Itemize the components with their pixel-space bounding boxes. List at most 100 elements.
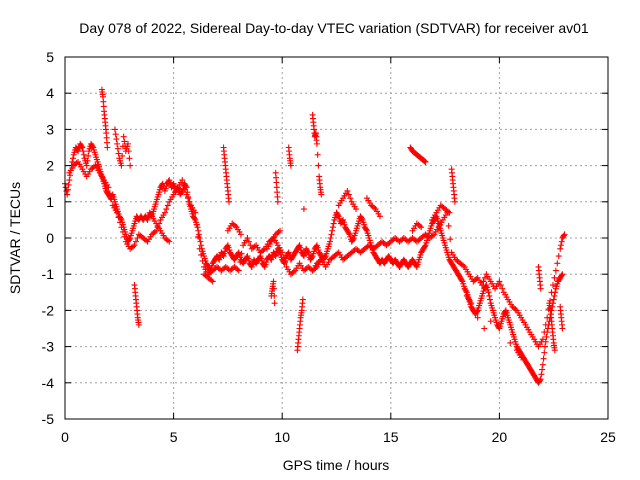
- data-point-plus: [163, 206, 170, 213]
- data-point-plus: [232, 222, 239, 229]
- y-tick-label: 5: [46, 49, 54, 65]
- data-point-plus: [485, 289, 492, 296]
- data-point-plus: [353, 206, 360, 213]
- data-point-plus: [151, 228, 158, 235]
- data-point-plus: [84, 157, 91, 164]
- data-point-plus: [180, 181, 187, 188]
- data-point-plus: [495, 324, 502, 331]
- x-tick-label: 25: [600, 429, 616, 445]
- data-point-plus: [135, 321, 142, 328]
- y-tick-label: -2: [42, 302, 55, 318]
- y-tick-label: -3: [42, 339, 55, 355]
- data-point-plus: [83, 162, 90, 169]
- y-tick-label: -4: [42, 375, 55, 391]
- data-point-plus: [330, 220, 337, 227]
- data-point-plus: [421, 157, 428, 164]
- data-point-plus: [74, 146, 81, 153]
- data-point-plus: [418, 224, 425, 231]
- data-point-plus: [215, 255, 222, 262]
- data-point-plus: [271, 251, 278, 258]
- data-point-plus: [124, 140, 131, 147]
- data-point-plus: [539, 336, 546, 343]
- data-point-plus: [328, 231, 335, 238]
- data-point-plus: [234, 266, 241, 273]
- data-point-plus: [80, 148, 87, 155]
- data-point-plus: [143, 215, 150, 222]
- data-point-plus: [447, 236, 454, 243]
- data-point-plus: [549, 282, 556, 289]
- data-point-plus: [126, 236, 133, 243]
- data-point-plus: [161, 209, 168, 216]
- data-point-plus: [143, 237, 150, 244]
- data-point-plus: [376, 213, 383, 220]
- data-point-plus: [371, 204, 378, 211]
- data-point-plus: [244, 235, 251, 241]
- data-point-plus: [63, 187, 70, 194]
- data-point-plus: [279, 249, 286, 256]
- data-point-plus: [271, 292, 278, 299]
- data-point-plus: [280, 254, 287, 261]
- data-point-plus: [421, 158, 428, 165]
- data-point-plus: [473, 276, 480, 283]
- series-main-trace: [62, 140, 566, 386]
- data-point-plus: [178, 189, 185, 196]
- data-point-plus: [112, 131, 119, 138]
- data-point-plus: [114, 209, 121, 216]
- x-tick-label: 20: [492, 429, 508, 445]
- data-point-plus: [85, 152, 92, 159]
- data-point-plus: [225, 198, 232, 205]
- data-point-plus: [474, 314, 481, 321]
- axis-ticks: [64, 56, 609, 420]
- data-point-plus: [219, 251, 226, 258]
- y-tick-label: 3: [46, 121, 54, 137]
- data-point-plus: [198, 251, 205, 258]
- data-point-plus: [105, 184, 112, 191]
- data-point-plus: [559, 325, 566, 332]
- data-point-plus: [277, 227, 284, 234]
- data-point-plus: [121, 138, 128, 145]
- data-point-plus: [329, 227, 336, 234]
- data-point-plus: [238, 250, 245, 257]
- data-point-plus: [444, 208, 451, 215]
- data-point-plus: [191, 215, 198, 222]
- y-tick-label: 0: [46, 230, 54, 246]
- data-point-plus: [119, 228, 126, 235]
- data-point-plus: [327, 235, 334, 241]
- data-point-plus: [182, 186, 189, 193]
- data-point-plus: [321, 254, 328, 261]
- data-point-plus: [130, 243, 137, 250]
- data-point-plus: [416, 222, 423, 229]
- data-point-plus: [539, 361, 546, 368]
- data-point-plus: [445, 222, 452, 229]
- data-point-plus: [108, 196, 115, 203]
- data-point-plus: [345, 191, 352, 198]
- data-point-plus: [422, 158, 429, 165]
- grid: [65, 57, 608, 419]
- data-point-plus: [312, 265, 319, 272]
- data-point-plus: [78, 143, 85, 150]
- data-point-plus: [538, 371, 545, 378]
- data-point-plus: [479, 282, 486, 289]
- data-point-plus: [551, 347, 558, 354]
- y-axis-label: SDTVAR / TECUs: [7, 182, 23, 294]
- data-point-plus: [260, 247, 267, 254]
- data-point-plus: [481, 325, 488, 332]
- data-point-plus: [126, 155, 133, 162]
- y-tick-label: 2: [46, 158, 54, 174]
- data-point-plus: [480, 278, 487, 285]
- data-point-plus: [299, 296, 306, 303]
- data-point-plus: [473, 308, 480, 315]
- data-point-plus: [551, 292, 558, 299]
- y-tick-label: -1: [42, 266, 55, 282]
- data-point-plus: [208, 277, 215, 284]
- data-point-plus: [499, 285, 506, 292]
- data-point-plus: [300, 251, 307, 258]
- data-point-plus: [552, 267, 559, 274]
- x-tick-label: 5: [170, 429, 178, 445]
- data-point-plus: [79, 144, 86, 151]
- data-point-plus: [261, 262, 268, 269]
- data-point-plus: [300, 206, 307, 213]
- data-point-plus: [118, 224, 125, 231]
- data-point-plus: [315, 162, 322, 169]
- data-point-plus: [295, 243, 302, 250]
